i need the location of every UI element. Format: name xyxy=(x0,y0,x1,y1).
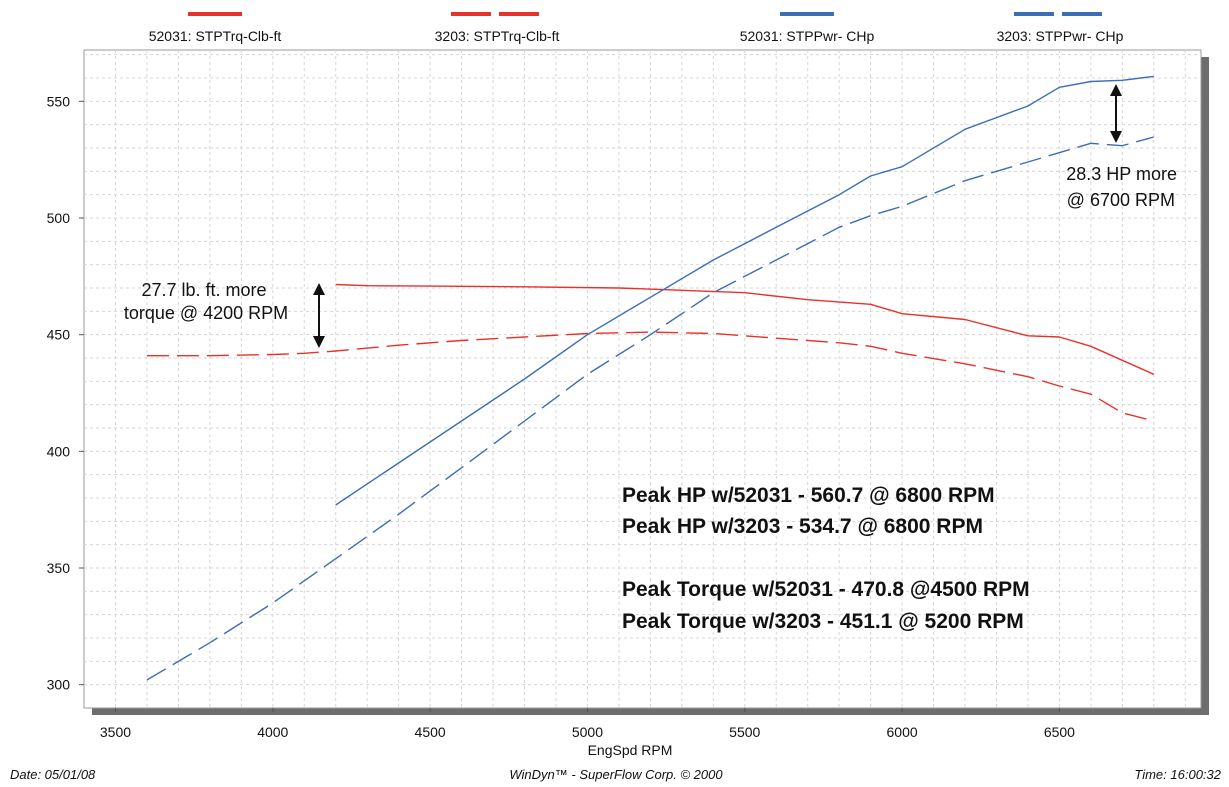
peak-torque-52031: Peak Torque w/52031 - 470.8 @4500 RPM xyxy=(622,578,1030,601)
legend-label: 3203: STPPwr- CHp xyxy=(997,28,1124,44)
y-tick-label: 500 xyxy=(47,210,71,226)
hp-difference-arrow xyxy=(1110,84,1122,143)
legend-label: 52031: STPPwr- CHp xyxy=(740,28,875,44)
x-tick-label: 6500 xyxy=(1044,724,1075,740)
torque-annotation-line2: torque @ 4200 RPM xyxy=(124,303,288,323)
legend-label: 52031: STPTrq-Clb-ft xyxy=(149,28,282,44)
x-tick-label: 4000 xyxy=(257,724,288,740)
plot-area xyxy=(83,49,1202,709)
series-line xyxy=(335,75,1154,506)
y-tick-label: 300 xyxy=(47,677,71,693)
y-tick-label: 450 xyxy=(47,327,71,343)
legend: 52031: STPTrq-Clb-ft 3203: STPTrq-Clb-ft 5… xyxy=(149,12,1124,44)
series-line xyxy=(335,283,1155,375)
footer-date: Date: 05/01/08 xyxy=(10,767,96,782)
torque-annotation-line1: 27.7 lb. ft. more xyxy=(141,280,266,300)
legend-swatch xyxy=(780,12,834,16)
legend-swatch xyxy=(1014,12,1054,16)
x-tick-label: 4500 xyxy=(415,724,446,740)
legend-swatch xyxy=(1062,12,1102,16)
y-tick-label: 350 xyxy=(47,560,71,576)
series-line xyxy=(146,331,1154,422)
series-line xyxy=(146,136,1154,681)
peak-hp-52031: Peak HP w/52031 - 560.7 @ 6800 RPM xyxy=(622,484,995,507)
legend-label: 3203: STPTrq-Clb-ft xyxy=(435,28,560,44)
series-group xyxy=(146,75,1155,681)
footer-credit: WinDyn™ - SuperFlow Corp. © 2000 xyxy=(509,767,723,782)
peak-hp-3203: Peak HP w/3203 - 534.7 @ 6800 RPM xyxy=(622,515,983,538)
x-tick-label: 6000 xyxy=(887,724,918,740)
x-tick-label: 3500 xyxy=(100,724,131,740)
hp-annotation-line1: 28.3 HP more xyxy=(1066,164,1177,184)
x-tick-label: 5000 xyxy=(572,724,603,740)
peak-torque-3203: Peak Torque w/3203 - 451.1 @ 5200 RPM xyxy=(622,610,1024,633)
grid xyxy=(84,50,1201,708)
legend-swatch xyxy=(188,12,242,16)
torque-difference-arrow xyxy=(313,283,325,348)
legend-swatch xyxy=(451,12,491,16)
legend-swatch xyxy=(499,12,539,16)
tick-labels: 3500 4000 4500 5000 5500 6000 6500 300 350 400 450… xyxy=(47,93,1076,740)
x-tick-label: 5500 xyxy=(729,724,760,740)
footer-time: Time: 16:00:32 xyxy=(1134,767,1221,782)
y-tick-label: 400 xyxy=(47,443,71,459)
x-axis-title: EngSpd RPM xyxy=(588,742,673,758)
hp-annotation-line2: @ 6700 RPM xyxy=(1067,190,1175,210)
y-tick-label: 550 xyxy=(47,93,71,109)
